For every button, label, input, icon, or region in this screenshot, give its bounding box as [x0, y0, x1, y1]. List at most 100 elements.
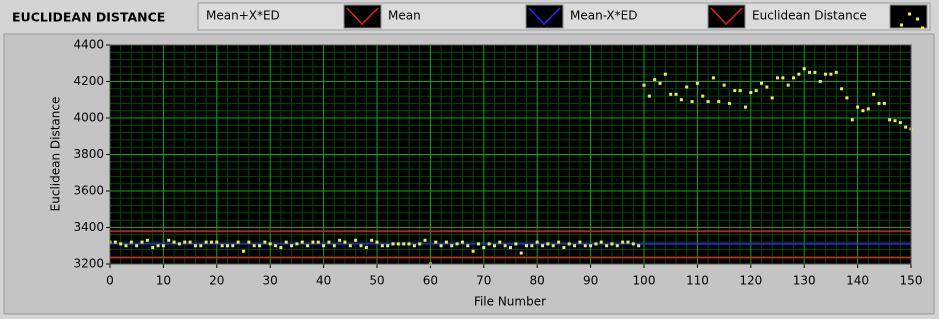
y-tick-label: 3200 [73, 257, 104, 271]
data-point [551, 244, 555, 248]
data-point [151, 246, 155, 250]
data-point [706, 100, 710, 104]
data-point [161, 244, 165, 248]
data-point [701, 94, 705, 98]
data-point [642, 83, 646, 87]
data-point [578, 240, 582, 244]
data-point [818, 80, 822, 83]
data-point [236, 240, 240, 244]
data-point [872, 92, 876, 96]
data-point [247, 240, 251, 244]
data-point [498, 240, 502, 244]
data-point [653, 78, 657, 82]
data-point [124, 244, 128, 248]
data-point [492, 244, 496, 248]
data-point [749, 90, 753, 94]
data-point [669, 92, 673, 96]
data-point [135, 244, 139, 248]
data-point [295, 242, 299, 246]
legend-label: Mean+X*ED [206, 9, 280, 23]
data-point [402, 242, 406, 246]
data-point [866, 107, 870, 111]
data-point [225, 244, 229, 248]
data-point [583, 244, 587, 248]
x-axis-label: File Number [474, 295, 546, 309]
data-point [455, 242, 459, 246]
x-tick-label: 10 [156, 274, 171, 288]
data-point [792, 76, 796, 80]
data-point [439, 244, 443, 248]
data-point [562, 246, 566, 250]
data-point [407, 242, 411, 246]
data-point [284, 240, 288, 244]
legend-swatch-box [343, 4, 382, 29]
data-point [514, 242, 518, 246]
data-point [845, 96, 849, 100]
data-point [834, 70, 838, 74]
data-point [519, 251, 523, 255]
legend-swatch-box [707, 4, 746, 29]
data-point [220, 244, 224, 248]
legend-swatch [710, 7, 743, 26]
data-point [840, 87, 844, 91]
data-point [263, 240, 267, 244]
data-point [327, 240, 331, 244]
data-point [808, 70, 812, 74]
data-point [599, 240, 603, 244]
legend-swatch [900, 23, 903, 27]
data-point [567, 242, 571, 246]
x-tick-label: 50 [369, 274, 384, 288]
data-point [904, 125, 908, 129]
legend [197, 2, 931, 31]
legend-label: Euclidean Distance [752, 9, 867, 23]
data-point [332, 244, 336, 248]
data-point [188, 240, 192, 244]
data-point [209, 240, 213, 244]
data-point [434, 240, 438, 244]
data-point [589, 244, 593, 248]
data-point [113, 240, 117, 244]
data-point [242, 249, 245, 253]
x-tick-label: 90 [583, 274, 598, 288]
data-point [471, 249, 475, 253]
data-point [626, 240, 630, 244]
data-point [322, 244, 326, 248]
legend-swatch-box [889, 4, 928, 29]
x-tick-label: 100 [633, 274, 656, 288]
data-point [183, 240, 187, 244]
data-point [658, 81, 662, 85]
data-point [776, 76, 779, 80]
y-tick-label: 3400 [73, 220, 104, 234]
data-point [615, 244, 619, 248]
chart-title: EUCLIDEAN DISTANCE [12, 10, 165, 25]
data-point [727, 101, 731, 105]
data-point [893, 119, 897, 123]
data-point [743, 105, 747, 109]
data-point [824, 72, 828, 76]
data-point [802, 67, 806, 71]
data-point [631, 242, 635, 246]
data-point [167, 238, 171, 242]
data-point [460, 240, 464, 244]
y-tick-label: 4000 [73, 111, 104, 125]
data-point [509, 246, 512, 250]
y-axis-label: Euclidean Distance [49, 97, 63, 212]
data-point [364, 246, 368, 250]
data-point [685, 85, 689, 89]
data-point [541, 244, 545, 248]
data-point [418, 242, 422, 246]
data-point [674, 92, 678, 96]
data-point [450, 244, 454, 248]
data-point [888, 118, 892, 122]
data-point [690, 100, 694, 104]
x-tick-label: 140 [846, 274, 869, 288]
x-tick-label: 40 [316, 274, 331, 288]
data-point [722, 83, 726, 87]
x-tick-label: 80 [530, 274, 545, 288]
data-point [877, 101, 881, 105]
data-point [765, 85, 769, 89]
data-point [412, 244, 416, 248]
data-point [348, 244, 352, 248]
data-point [306, 244, 310, 248]
